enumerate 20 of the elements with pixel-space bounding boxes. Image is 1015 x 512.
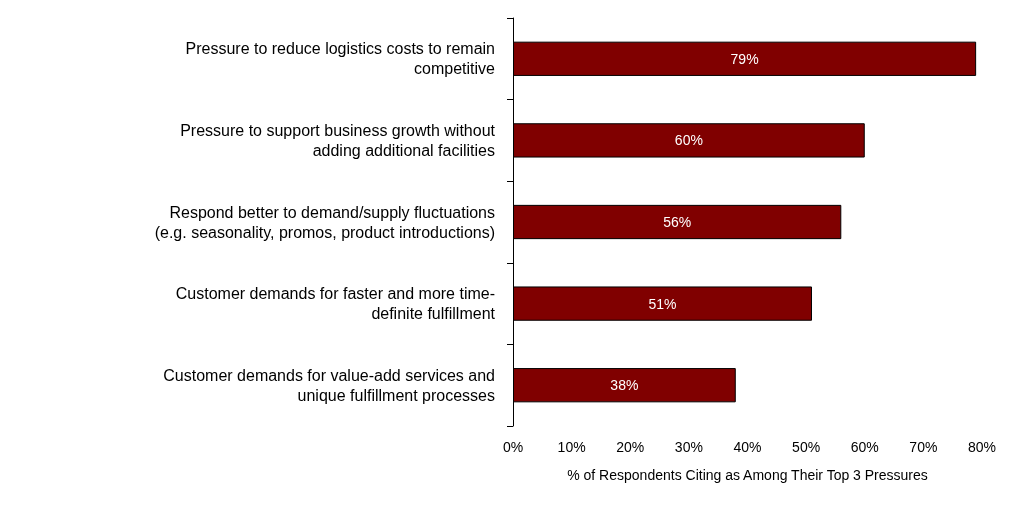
x-tick-label: 70% xyxy=(909,439,938,455)
y-tick-label: Pressure to support business growth without adding additional facilities xyxy=(180,121,496,159)
data-label: 51% xyxy=(648,295,677,312)
x-tick-label: 40% xyxy=(733,439,762,455)
x-tick-label: 80% xyxy=(967,439,997,455)
data-label: 60% xyxy=(674,132,703,149)
x-tick-label: 20% xyxy=(616,439,645,455)
x-tick-label: 50% xyxy=(792,439,821,455)
x-axis-title: % of Respondents Citing as Among Their Top 3 Pressures xyxy=(567,467,928,483)
y-tick-label: Respond better to demand/supply fluctuations (e.g. seasonality, promos, product introductions) xyxy=(154,203,495,241)
y-tick-label: Pressure to reduce logistics costs to remain competitive xyxy=(185,40,496,78)
data-label: 79% xyxy=(730,50,759,67)
x-tick-label: 30% xyxy=(674,439,703,455)
y-tick-label: Customer demands for value-add services and unique fulfillment processes xyxy=(163,366,495,404)
y-tick-label: Customer demands for faster and more time- definite fulfillment xyxy=(175,285,496,323)
data-label: 56% xyxy=(663,214,692,230)
x-tick-label: 10% xyxy=(557,439,586,455)
x-tick-label: 0% xyxy=(502,439,524,455)
x-tick-label: 60% xyxy=(850,439,879,455)
data-label: 38% xyxy=(610,377,639,394)
